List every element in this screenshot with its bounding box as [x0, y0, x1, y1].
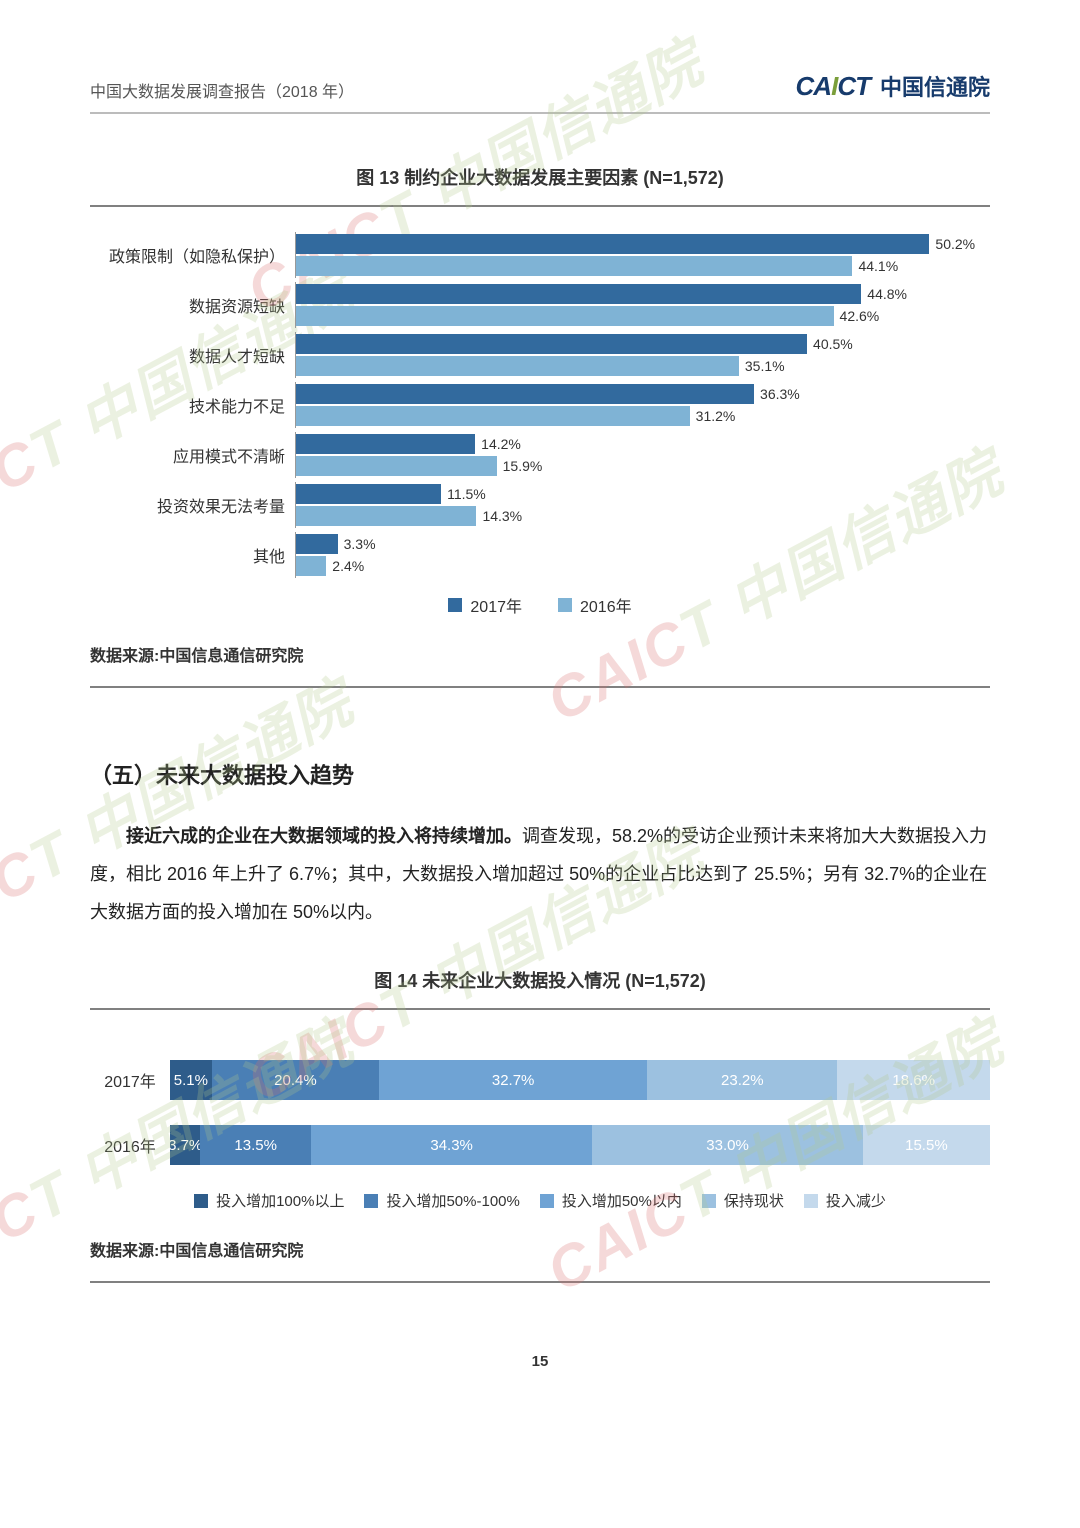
stacked-segment: 3.7%: [170, 1125, 200, 1165]
hbar: 44.8%: [296, 284, 861, 304]
hbar: 3.3%: [296, 534, 338, 554]
hbar-row: 其他3.3%2.4%: [90, 532, 990, 578]
legend-item: 2016年: [558, 593, 632, 617]
stacked-row: 2017年5.1%20.4%32.7%23.2%18.6%: [90, 1060, 990, 1100]
page-number: 15: [90, 1353, 990, 1370]
hbar-track: 36.3%31.2%: [295, 382, 990, 428]
stacked-bar: 3.7%13.5%34.3%33.0%15.5%: [170, 1125, 990, 1165]
stacked-segment: 20.4%: [212, 1060, 379, 1100]
chart14-box: 2017年5.1%20.4%32.7%23.2%18.6% 2016年3.7%13…: [90, 1008, 990, 1283]
hbar: 14.2%: [296, 434, 475, 454]
chart14-source: 数据来源:中国信息通信研究院: [90, 1237, 990, 1261]
hbar-value: 14.3%: [482, 508, 522, 524]
hbar-label: 数据资源短缺: [90, 293, 295, 317]
hbar: 50.2%: [296, 234, 929, 254]
hbar-value: 11.5%: [447, 486, 486, 502]
hbar-label: 投资效果无法考量: [90, 493, 295, 517]
hbar: 31.2%: [296, 406, 690, 426]
hbar-value: 3.3%: [344, 536, 376, 552]
page: CAICT 中国信通院CAICT 中国信通院CAICT 中国信通院CAICT 中…: [0, 0, 1080, 1528]
stacked-segment: 32.7%: [379, 1060, 647, 1100]
stacked-label: 2016年: [90, 1133, 170, 1157]
stacked-segment: 23.2%: [647, 1060, 837, 1100]
hbar-track: 40.5%35.1%: [295, 332, 990, 378]
hbar-row: 数据人才短缺40.5%35.1%: [90, 332, 990, 378]
hbar-value: 42.6%: [840, 308, 880, 324]
hbar-value: 2.4%: [332, 558, 364, 574]
chart13-source: 数据来源:中国信息通信研究院: [90, 642, 990, 666]
stacked-bar: 5.1%20.4%32.7%23.2%18.6%: [170, 1060, 990, 1100]
section-body: 接近六成的企业在大数据领域的投入将持续增加。调查发现，58.2%的受访企业预计未…: [90, 818, 990, 931]
header-logo-block: CAICT 中国信通院: [796, 70, 990, 102]
stacked-segment: 5.1%: [170, 1060, 212, 1100]
hbar-value: 31.2%: [696, 408, 736, 424]
hbar-track: 14.2%15.9%: [295, 432, 990, 478]
hbar-track: 44.8%42.6%: [295, 282, 990, 328]
hbar-value: 50.2%: [935, 236, 975, 252]
hbar-value: 35.1%: [745, 358, 785, 374]
legend-item: 投入增加50%以内: [540, 1190, 682, 1211]
chart13-title: 图 13 制约企业大数据发展主要因素 (N=1,572): [90, 164, 990, 190]
chart13-legend: 2017年 2016年: [90, 593, 990, 617]
stacked-label: 2017年: [90, 1068, 170, 1092]
stacked-segment: 13.5%: [200, 1125, 311, 1165]
hbar: 40.5%: [296, 334, 807, 354]
hbar-value: 15.9%: [503, 458, 543, 474]
stacked-segment: 33.0%: [592, 1125, 863, 1165]
legend-item: 2017年: [448, 593, 522, 617]
hbar-row: 政策限制（如隐私保护）50.2%44.1%: [90, 232, 990, 278]
chart14: 2017年5.1%20.4%32.7%23.2%18.6% 2016年3.7%13…: [90, 1060, 990, 1165]
hbar: 36.3%: [296, 384, 754, 404]
hbar: 42.6%: [296, 306, 834, 326]
hbar: 35.1%: [296, 356, 739, 376]
hbar-label: 技术能力不足: [90, 393, 295, 417]
hbar: 11.5%: [296, 484, 441, 504]
hbar-value: 44.1%: [858, 258, 898, 274]
hbar-track: 11.5%14.3%: [295, 482, 990, 528]
hbar-row: 数据资源短缺44.8%42.6%: [90, 282, 990, 328]
stacked-segment: 15.5%: [863, 1125, 990, 1165]
hbar: 14.3%: [296, 506, 476, 526]
stacked-segment: 18.6%: [837, 1060, 990, 1100]
hbar-row: 技术能力不足36.3%31.2%: [90, 382, 990, 428]
chart14-title: 图 14 未来企业大数据投入情况 (N=1,572): [90, 967, 990, 993]
hbar: 44.1%: [296, 256, 852, 276]
legend-item: 投入增加100%以上: [194, 1190, 344, 1211]
chart13-box: 政策限制（如隐私保护）50.2%44.1%数据资源短缺44.8%42.6%数据人…: [90, 205, 990, 688]
hbar-value: 44.8%: [867, 286, 907, 302]
legend-item: 投入增加50%-100%: [364, 1190, 519, 1211]
hbar-label: 数据人才短缺: [90, 343, 295, 367]
stacked-segment: 34.3%: [311, 1125, 592, 1165]
section-heading: （五）未来大数据投入趋势: [90, 758, 990, 790]
hbar-row: 投资效果无法考量11.5%14.3%: [90, 482, 990, 528]
body-lead: 接近六成的企业在大数据领域的投入将持续增加。: [126, 826, 522, 846]
hbar-track: 3.3%2.4%: [295, 532, 990, 578]
header: 中国大数据发展调查报告（2018 年） CAICT 中国信通院: [90, 70, 990, 114]
report-title: 中国大数据发展调查报告（2018 年）: [90, 78, 354, 102]
chart14-legend: 投入增加100%以上投入增加50%-100% 投入增加50%以内保持现状投入减少: [90, 1190, 990, 1212]
legend-item: 保持现状: [702, 1190, 784, 1211]
hbar-value: 36.3%: [760, 386, 800, 402]
hbar-value: 40.5%: [813, 336, 853, 352]
hbar-row: 应用模式不清晰14.2%15.9%: [90, 432, 990, 478]
hbar-track: 50.2%44.1%: [295, 232, 990, 278]
caict-logo: CAICT: [796, 71, 870, 102]
hbar-label: 其他: [90, 543, 295, 567]
hbar-value: 14.2%: [481, 436, 521, 452]
hbar-label: 政策限制（如隐私保护）: [90, 243, 295, 267]
org-name: 中国信通院: [880, 70, 990, 102]
hbar-label: 应用模式不清晰: [90, 443, 295, 467]
hbar: 15.9%: [296, 456, 497, 476]
stacked-row: 2016年3.7%13.5%34.3%33.0%15.5%: [90, 1125, 990, 1165]
legend-item: 投入减少: [804, 1190, 886, 1211]
hbar: 2.4%: [296, 556, 326, 576]
chart13: 政策限制（如隐私保护）50.2%44.1%数据资源短缺44.8%42.6%数据人…: [90, 232, 990, 578]
